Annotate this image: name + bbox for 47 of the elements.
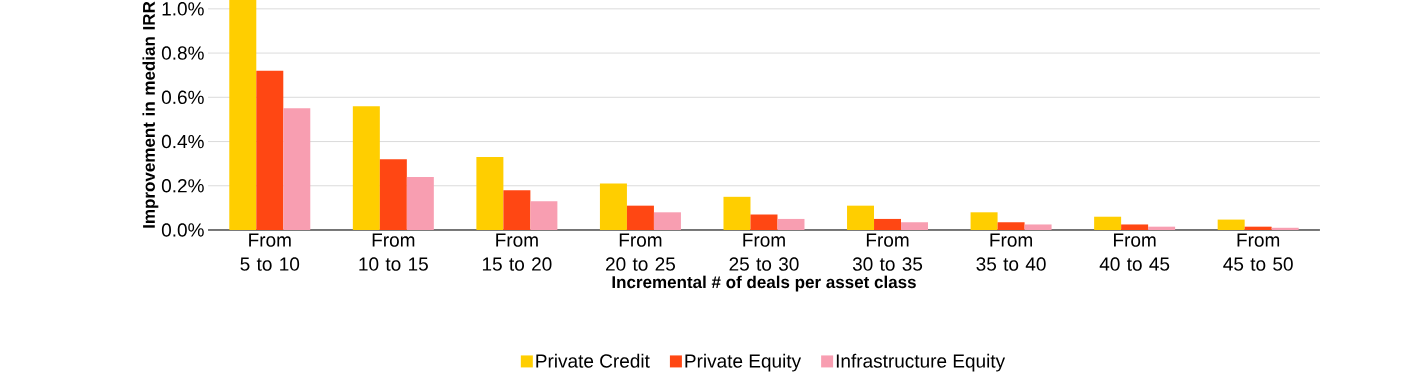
bar [750,214,778,230]
y-tick-label: 0.0% [161,223,204,237]
y-tick-label: 0.2% [161,179,204,193]
x-tick-label: From 25 to 30 [729,233,799,271]
y-tick-label: 0.4% [161,134,204,149]
y-axis-title: Improvement in median IRR [142,1,159,228]
bar [626,205,654,230]
bar [997,222,1025,230]
bar [229,0,257,230]
bar [901,222,929,230]
bar [847,205,875,230]
y-tick-label: 1.0% [162,2,204,16]
bar [777,218,805,230]
x-tick-label: From 35 to 40 [976,233,1046,271]
y-tick-label: 0.6% [161,90,204,105]
bar [379,159,407,230]
bar [503,190,531,230]
bar [599,183,627,230]
bar [352,106,380,230]
legend-label: Infrastructure Equity [836,353,1006,372]
legend-label: Private Equity [685,353,802,372]
bar [406,176,434,230]
x-tick-label: From 30 to 35 [852,233,923,271]
bar [1024,224,1052,230]
bar [1121,224,1149,230]
bar [1217,219,1245,230]
x-tick-label: From 45 to 50 [1223,233,1293,271]
bar [476,157,504,230]
bar [723,196,751,230]
bar [1148,226,1176,230]
bar [256,70,284,230]
legend-label: Private Credit [536,353,650,368]
bar [1244,226,1272,230]
x-tick-label: From 20 to 25 [606,233,676,271]
x-axis-title: Incremental # of deals per asset class [612,275,916,292]
x-tick-label: From 40 to 45 [1099,233,1170,271]
y-tick-label: 0.8% [161,46,204,60]
bar [1094,216,1122,230]
x-tick-label: From 10 to 15 [359,233,428,271]
x-tick-label: From 5 to 10 [240,233,300,271]
bar [1271,227,1299,230]
x-tick-label: From 15 to 20 [482,233,552,271]
bar [970,212,998,230]
bar [874,218,902,230]
bar [653,212,681,230]
bar [283,108,311,230]
bar [530,201,558,230]
